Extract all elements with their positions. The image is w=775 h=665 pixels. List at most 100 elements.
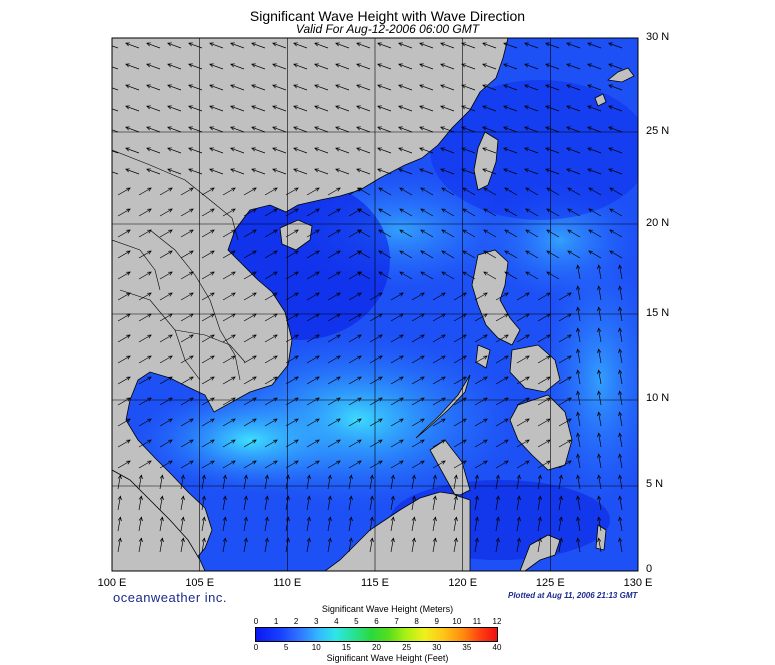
wave-arrow: [327, 439, 341, 448]
wave-arrow: [314, 63, 329, 70]
wave-arrow: [306, 460, 320, 469]
wave-arrow: [180, 208, 194, 217]
wave-arrow: [411, 292, 425, 301]
wave-arrow: [597, 390, 602, 406]
wave-arrow: [117, 474, 122, 490]
wave-arrow: [180, 355, 194, 364]
wave-arrow: [516, 334, 530, 343]
wave-arrow: [482, 63, 497, 70]
mindoro-island: [475, 344, 491, 369]
wave-arrow: [348, 334, 362, 343]
legend-tick-feet: 5: [283, 643, 289, 652]
wave-arrow: [558, 292, 572, 301]
wave-arrow: [482, 84, 497, 91]
wave-arrow: [597, 264, 602, 280]
wave-arrow: [441, 250, 455, 259]
lon-label: 105 E: [185, 577, 215, 589]
lat-label: 20 N: [646, 217, 670, 229]
wave-arrow: [482, 42, 497, 49]
wave-arrow: [117, 439, 131, 448]
wave-arrow: [369, 439, 383, 448]
luzon-island: [471, 249, 521, 346]
wave-arrow: [159, 355, 173, 364]
wave-arrow: [516, 537, 521, 553]
wave-arrow: [378, 229, 392, 238]
wave-arrow: [545, 126, 560, 133]
wave-arrow: [495, 495, 500, 511]
wave-arrow: [125, 168, 140, 175]
wave-arrow: [453, 376, 467, 385]
wave-arrow: [537, 474, 542, 490]
wave-arrow: [398, 84, 413, 91]
wave-arrow: [588, 250, 602, 259]
wave-arrow: [411, 460, 425, 469]
wave-arrow: [117, 292, 131, 301]
wave-arrow: [327, 418, 341, 427]
wave-arrow: [545, 168, 560, 175]
wave-arrow: [201, 439, 215, 448]
wave-arrow: [419, 147, 434, 154]
wave-arrow: [117, 187, 131, 196]
wave-arrow: [440, 168, 455, 175]
wave-arrow: [546, 229, 560, 238]
wave-arrow: [180, 376, 194, 385]
wave-arrow: [251, 126, 266, 133]
wave-arrow: [369, 516, 374, 532]
wave-arrow: [483, 187, 497, 196]
wave-arrow: [222, 460, 236, 469]
wave-arrow: [327, 537, 332, 553]
wave-swell-zone: [130, 385, 370, 495]
wave-arrow: [125, 147, 140, 154]
wave-arrow: [285, 292, 299, 301]
wave-arrow: [357, 187, 371, 196]
wave-arrow: [537, 495, 542, 511]
wave-arrow: [419, 105, 434, 112]
wave-arrow: [440, 105, 455, 112]
wave-arrow: [146, 126, 161, 133]
wave-arrow: [314, 168, 329, 175]
wave-arrow: [495, 376, 509, 385]
legend-tick-feet: 20: [372, 643, 381, 652]
wave-arrow: [576, 369, 581, 385]
wave-arrow: [335, 63, 350, 70]
wave-arrow: [306, 208, 320, 217]
wave-arrow: [264, 474, 269, 490]
wave-arrow: [453, 474, 458, 490]
wave-arrow: [264, 439, 278, 448]
wave-arrow: [243, 439, 257, 448]
wave-arrow: [597, 285, 602, 301]
wave-arrow: [453, 334, 467, 343]
asian-mainland-land: [112, 38, 509, 571]
wave-arrow: [222, 516, 227, 532]
wave-arrow: [209, 126, 224, 133]
wave-arrow: [369, 355, 383, 364]
wave-arrow: [461, 147, 476, 154]
wave-arrow: [306, 292, 320, 301]
wave-arrow: [327, 250, 341, 259]
wave-arrow: [483, 271, 497, 280]
legend-tick-meters: 4: [334, 617, 339, 626]
wave-arrow: [411, 474, 416, 490]
wave-arrow: [348, 516, 353, 532]
wave-arrow: [474, 495, 479, 511]
wave-arrow: [272, 168, 287, 175]
wave-arrow: [146, 42, 161, 49]
wave-arrow: [251, 63, 266, 70]
wave-arrow: [285, 334, 299, 343]
hainan-island: [279, 219, 313, 251]
wave-arrow: [314, 105, 329, 112]
wave-arrow: [597, 432, 602, 448]
visayas-islands: [509, 344, 561, 393]
legend-tick-meters: 3: [314, 617, 319, 626]
wave-arrow: [335, 168, 350, 175]
wave-arrow: [285, 187, 299, 196]
wave-arrow: [411, 418, 425, 427]
wave-arrow: [608, 126, 623, 133]
wave-arrow: [558, 376, 572, 385]
wave-arrow: [369, 292, 383, 301]
wave-arrow: [272, 63, 287, 70]
wave-arrow: [432, 418, 446, 427]
wave-arrow: [588, 187, 602, 196]
wave-arrow: [201, 418, 215, 427]
